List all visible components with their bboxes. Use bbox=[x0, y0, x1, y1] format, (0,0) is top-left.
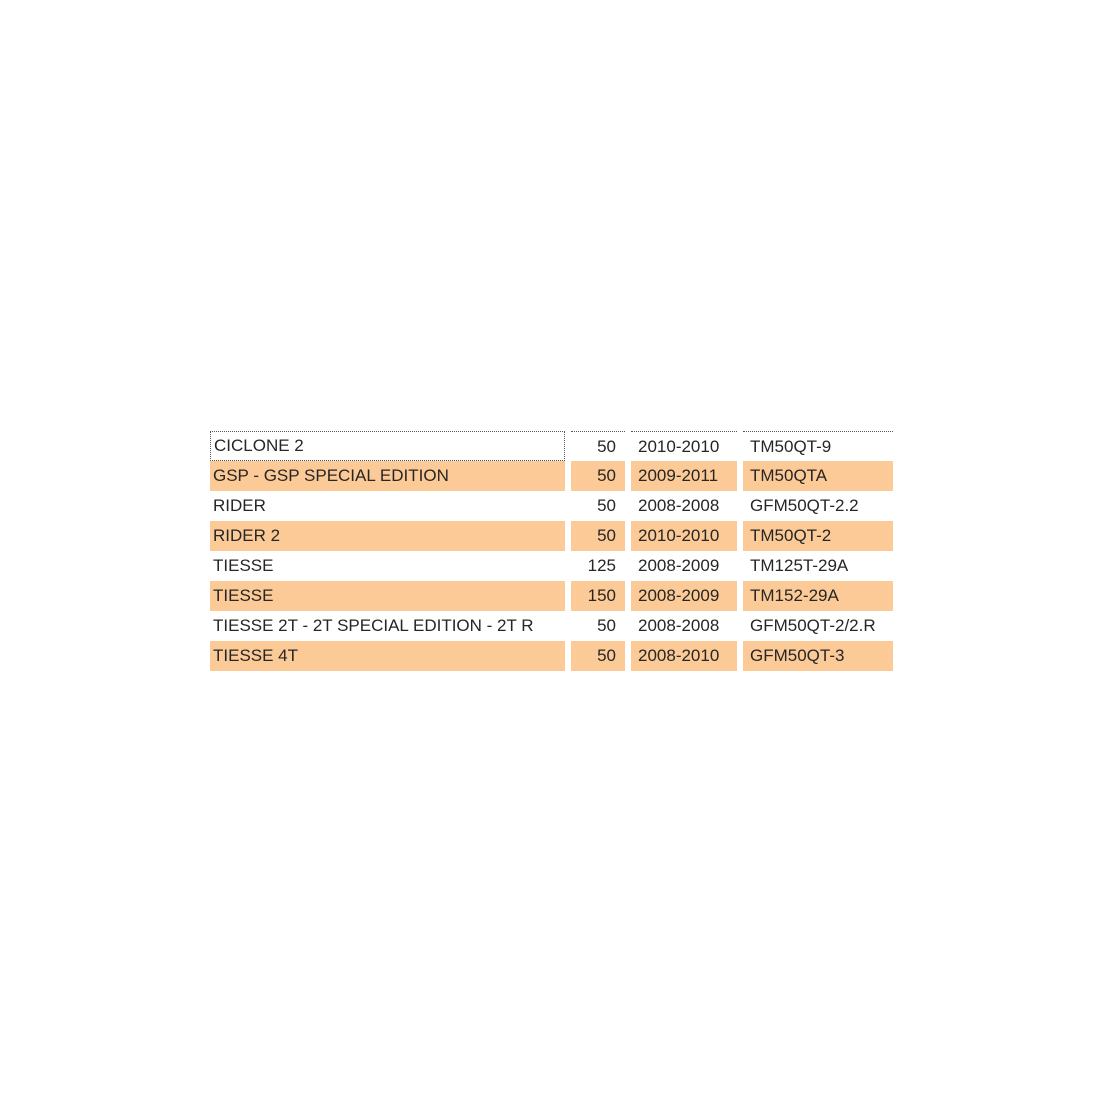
years-cell: 2010-2010 bbox=[631, 431, 737, 461]
model-cell: RIDER bbox=[210, 491, 565, 521]
engine-code-cell: TM125T-29A bbox=[743, 551, 893, 581]
engine-code-cell: TM50QT-9 bbox=[743, 431, 893, 461]
table-row[interactable]: GSP - GSP SPECIAL EDITION 50 2009-2011 T… bbox=[210, 461, 893, 491]
engine-code-cell: GFM50QT-2/2.R bbox=[743, 611, 893, 641]
vehicle-table: CICLONE 2 50 2010-2010 TM50QT-9 GSP - GS… bbox=[210, 431, 893, 671]
model-cell: GSP - GSP SPECIAL EDITION bbox=[210, 461, 565, 491]
years-cell: 2010-2010 bbox=[631, 521, 737, 551]
engine-code-cell: TM50QTA bbox=[743, 461, 893, 491]
displacement-cell: 50 bbox=[571, 641, 625, 671]
table-row[interactable]: TIESSE 2T - 2T SPECIAL EDITION - 2T R 50… bbox=[210, 611, 893, 641]
model-cell: TIESSE 4T bbox=[210, 641, 565, 671]
engine-code-cell: GFM50QT-3 bbox=[743, 641, 893, 671]
table-row[interactable]: TIESSE 4T 50 2008-2010 GFM50QT-3 bbox=[210, 641, 893, 671]
table-row[interactable]: TIESSE 150 2008-2009 TM152-29A bbox=[210, 581, 893, 611]
engine-code-cell: TM152-29A bbox=[743, 581, 893, 611]
years-cell: 2008-2008 bbox=[631, 491, 737, 521]
displacement-cell: 50 bbox=[571, 431, 625, 461]
years-cell: 2008-2009 bbox=[631, 581, 737, 611]
displacement-cell: 50 bbox=[571, 461, 625, 491]
table-row[interactable]: TIESSE 125 2008-2009 TM125T-29A bbox=[210, 551, 893, 581]
displacement-cell: 150 bbox=[571, 581, 625, 611]
years-cell: 2009-2011 bbox=[631, 461, 737, 491]
table-row[interactable]: RIDER 2 50 2010-2010 TM50QT-2 bbox=[210, 521, 893, 551]
displacement-cell: 50 bbox=[571, 521, 625, 551]
displacement-cell: 125 bbox=[571, 551, 625, 581]
table-row[interactable]: CICLONE 2 50 2010-2010 TM50QT-9 bbox=[210, 431, 893, 461]
engine-code-cell: GFM50QT-2.2 bbox=[743, 491, 893, 521]
model-cell-focused: CICLONE 2 bbox=[210, 431, 565, 461]
years-cell: 2008-2008 bbox=[631, 611, 737, 641]
displacement-cell: 50 bbox=[571, 611, 625, 641]
model-cell: RIDER 2 bbox=[210, 521, 565, 551]
years-cell: 2008-2009 bbox=[631, 551, 737, 581]
model-cell: TIESSE bbox=[210, 551, 565, 581]
years-cell: 2008-2010 bbox=[631, 641, 737, 671]
table-row[interactable]: RIDER 50 2008-2008 GFM50QT-2.2 bbox=[210, 491, 893, 521]
model-cell: TIESSE 2T - 2T SPECIAL EDITION - 2T R bbox=[210, 611, 565, 641]
displacement-cell: 50 bbox=[571, 491, 625, 521]
engine-code-cell: TM50QT-2 bbox=[743, 521, 893, 551]
model-cell: TIESSE bbox=[210, 581, 565, 611]
